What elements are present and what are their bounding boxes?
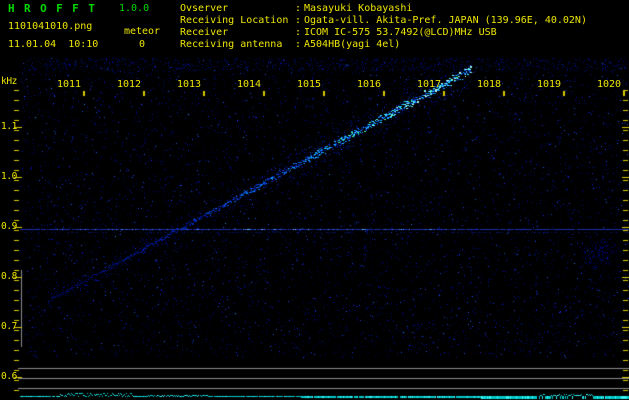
y-tick-label: 0.9 bbox=[1, 221, 17, 232]
x-tick-label: 1020 bbox=[596, 79, 622, 90]
info-separator: : bbox=[295, 27, 302, 38]
x-tick-label: 1019 bbox=[536, 79, 562, 90]
x-tick-label: 1013 bbox=[176, 79, 202, 90]
x-tick-label: 1017 bbox=[416, 79, 442, 90]
y-tick-label: 1.1 bbox=[1, 121, 17, 132]
y-axis-unit: kHz bbox=[1, 76, 17, 87]
y-tick-label: 0.6 bbox=[1, 371, 17, 382]
y-tick-label: 0.7 bbox=[1, 321, 17, 332]
y-tick-label: 1.0 bbox=[1, 171, 17, 182]
station-info: Ovserver : Masayuki Kobayashi Receiving … bbox=[180, 3, 587, 51]
info-value: ICOM IC-575 53.7492(@LCD)MHz USB bbox=[304, 27, 497, 38]
x-tick-label: 1012 bbox=[116, 79, 142, 90]
info-label: Receiver bbox=[180, 27, 229, 38]
info-row-location: Receiving Location : Ogata-vill. Akita-P… bbox=[180, 15, 587, 27]
info-separator: : bbox=[295, 3, 302, 14]
y-tick-label: 0.8 bbox=[1, 271, 17, 282]
output-filename: 1101041010.png bbox=[8, 21, 93, 32]
info-value: Ogata-vill. Akita-Pref. JAPAN (139.96E, … bbox=[304, 15, 587, 26]
x-tick-label: 1014 bbox=[236, 79, 262, 90]
app-version: 1.0.0 bbox=[119, 3, 150, 14]
x-tick-label: 1011 bbox=[56, 79, 82, 90]
info-label: Receiving antenna bbox=[180, 39, 283, 50]
echo-count: 0 bbox=[138, 39, 146, 50]
x-tick-label: 1018 bbox=[476, 79, 502, 90]
info-value: A504HB(yagi 4el) bbox=[304, 39, 401, 50]
info-label: Receiving Location bbox=[180, 15, 289, 26]
x-tick-label: 1016 bbox=[356, 79, 382, 90]
x-tick-label: 1015 bbox=[296, 79, 322, 90]
info-value: Masayuki Kobayashi bbox=[304, 3, 413, 14]
app-title: H R O F F T bbox=[8, 2, 97, 15]
info-separator: : bbox=[295, 15, 302, 26]
info-row-antenna: Receiving antenna : A504HB(yagi 4el) bbox=[180, 39, 587, 51]
observation-datetime: 11.01.04 10:10 bbox=[8, 39, 99, 50]
info-row-observer: Ovserver : Masayuki Kobayashi bbox=[180, 3, 587, 15]
mode-label: meteor bbox=[123, 26, 161, 37]
info-label: Ovserver bbox=[180, 3, 229, 14]
info-row-receiver: Receiver : ICOM IC-575 53.7492(@LCD)MHz … bbox=[180, 27, 587, 39]
info-separator: : bbox=[295, 39, 302, 50]
